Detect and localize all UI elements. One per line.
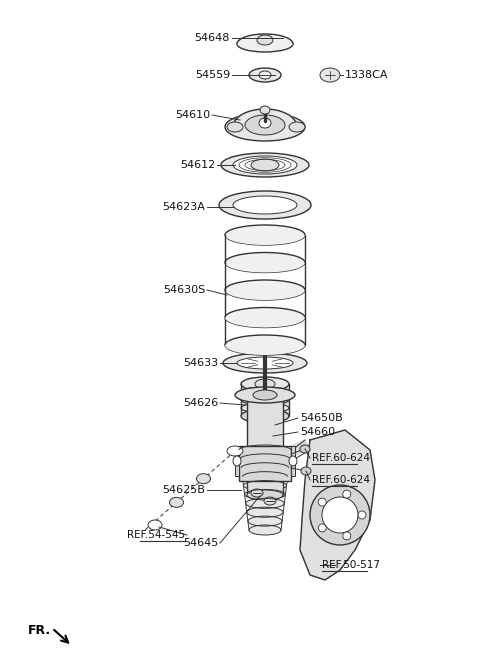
Ellipse shape [169, 497, 183, 507]
Bar [291, 446, 295, 476]
Ellipse shape [225, 113, 305, 141]
Bar [241, 384, 289, 416]
Ellipse shape [310, 485, 370, 545]
Ellipse shape [318, 498, 326, 506]
Ellipse shape [233, 456, 241, 466]
Ellipse shape [301, 467, 311, 475]
Ellipse shape [227, 446, 243, 456]
Ellipse shape [289, 456, 297, 466]
Ellipse shape [245, 115, 285, 135]
Ellipse shape [237, 36, 293, 52]
Ellipse shape [247, 490, 283, 500]
Ellipse shape [196, 474, 211, 484]
Ellipse shape [233, 196, 297, 214]
Polygon shape [237, 34, 293, 44]
Ellipse shape [241, 463, 289, 473]
Bar [235, 446, 239, 476]
Ellipse shape [253, 390, 277, 400]
Ellipse shape [225, 252, 305, 273]
Ellipse shape [318, 524, 326, 532]
Ellipse shape [239, 445, 291, 455]
Ellipse shape [241, 409, 289, 423]
Ellipse shape [241, 377, 289, 391]
Bar [239, 446, 291, 481]
Text: REF.60-624: REF.60-624 [312, 475, 370, 485]
Text: 54645: 54645 [183, 538, 218, 548]
Ellipse shape [219, 191, 311, 219]
Ellipse shape [225, 335, 305, 355]
Ellipse shape [251, 159, 279, 171]
Text: REF.54-545: REF.54-545 [127, 530, 185, 540]
Ellipse shape [247, 507, 283, 517]
Polygon shape [233, 109, 297, 127]
Text: REF.60-624: REF.60-624 [312, 453, 370, 463]
Ellipse shape [227, 122, 243, 132]
Ellipse shape [259, 71, 271, 79]
Bar [247, 401, 283, 495]
Text: 54559: 54559 [195, 70, 230, 80]
Ellipse shape [264, 497, 276, 505]
Ellipse shape [240, 454, 290, 464]
Ellipse shape [249, 525, 281, 535]
Ellipse shape [343, 532, 351, 540]
Text: REF.50-517: REF.50-517 [322, 560, 380, 570]
Ellipse shape [289, 122, 305, 132]
Ellipse shape [246, 498, 284, 509]
Polygon shape [300, 430, 375, 580]
Ellipse shape [242, 472, 288, 482]
Text: 54626: 54626 [183, 398, 218, 408]
Ellipse shape [243, 480, 287, 491]
Ellipse shape [259, 118, 271, 128]
Text: 54610: 54610 [175, 110, 210, 120]
Ellipse shape [244, 489, 286, 499]
Ellipse shape [235, 387, 295, 403]
Text: FR.: FR. [28, 623, 51, 637]
Ellipse shape [237, 357, 293, 369]
Ellipse shape [221, 153, 309, 177]
Ellipse shape [320, 68, 340, 82]
Ellipse shape [225, 225, 305, 245]
Ellipse shape [255, 379, 275, 389]
Ellipse shape [358, 511, 366, 519]
Polygon shape [291, 440, 310, 456]
Text: 54648: 54648 [194, 33, 230, 43]
Ellipse shape [233, 156, 297, 174]
Text: 54625B: 54625B [162, 485, 205, 495]
Text: 54612: 54612 [180, 160, 215, 170]
Ellipse shape [343, 490, 351, 498]
Ellipse shape [223, 353, 307, 373]
Ellipse shape [322, 497, 358, 533]
Ellipse shape [260, 106, 270, 114]
Text: 54633: 54633 [183, 358, 218, 368]
Text: 54623A: 54623A [162, 202, 205, 212]
Ellipse shape [300, 445, 310, 453]
Ellipse shape [225, 280, 305, 300]
Ellipse shape [251, 489, 263, 497]
Ellipse shape [225, 307, 305, 327]
Ellipse shape [249, 68, 281, 82]
Text: 1338CA: 1338CA [345, 70, 388, 80]
Text: 54650B: 54650B [300, 413, 343, 423]
Ellipse shape [248, 516, 282, 526]
Text: 54630S: 54630S [163, 285, 205, 295]
Ellipse shape [148, 520, 162, 530]
Ellipse shape [257, 35, 273, 45]
Text: 54660: 54660 [300, 427, 335, 437]
